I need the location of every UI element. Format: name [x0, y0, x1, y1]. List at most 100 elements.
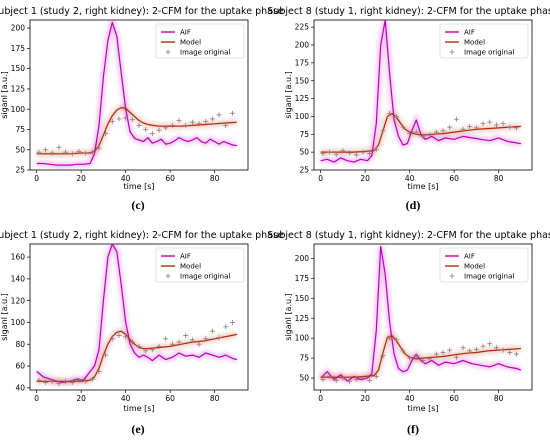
data-point — [129, 117, 135, 123]
y-axis-label: siganl [a.u.] — [284, 293, 293, 341]
series-line-aif — [320, 20, 521, 163]
legend-label: Model — [464, 263, 485, 271]
y-tick-label: 25 — [15, 166, 25, 175]
data-point — [387, 111, 393, 117]
data-point — [169, 341, 175, 347]
legend-item: Image original — [165, 49, 230, 57]
y-tick-label: 150 — [295, 294, 310, 303]
data-point — [96, 368, 102, 374]
data-point — [203, 336, 209, 342]
plot-frame — [29, 19, 249, 171]
legend-label: Model — [180, 39, 201, 47]
series-line-model — [36, 106, 237, 155]
data-point — [400, 348, 406, 354]
data-point — [413, 353, 419, 359]
data-point — [400, 124, 406, 130]
data-layer — [320, 20, 522, 165]
data-point — [149, 347, 155, 353]
y-tick-label: 125 — [11, 85, 26, 94]
data-point — [447, 347, 453, 353]
data-point — [380, 128, 386, 134]
chart-panel-f: Subject 8 (study 1, right kidney): 2-CFM… — [267, 230, 550, 436]
data-point — [467, 348, 473, 354]
data-point — [440, 128, 446, 134]
x-tick-label: 20 — [76, 394, 86, 403]
y-tick-label: 100 — [295, 112, 310, 121]
data-point — [103, 352, 109, 358]
legend-item: Image original — [165, 273, 230, 281]
x-tick-label: 0 — [318, 394, 323, 403]
y-tick-label: 200 — [295, 254, 310, 263]
data-point — [116, 333, 122, 339]
data-point — [453, 354, 459, 360]
data-point — [183, 122, 189, 128]
y-axis-label: siganl [a.u.] — [284, 71, 293, 119]
data-point — [487, 341, 493, 347]
data-point — [367, 377, 373, 383]
data-point — [500, 347, 506, 353]
data-point — [176, 118, 182, 124]
data-point — [49, 150, 55, 156]
data-point — [163, 125, 169, 131]
data-point — [216, 335, 222, 341]
data-point — [473, 346, 479, 352]
data-point — [143, 126, 149, 132]
chart-title: Subject 8 (study 1, right kidney): 2-CFM… — [267, 230, 550, 241]
y-tick-label: 50 — [299, 148, 309, 157]
y-tick-label: 125 — [295, 94, 310, 103]
data-point — [36, 149, 42, 155]
series-line-aif — [36, 21, 238, 166]
legend: AIF Model Image original — [439, 23, 529, 59]
data-point — [123, 334, 129, 340]
data-point — [333, 377, 339, 383]
x-tick-label: 40 — [121, 394, 131, 403]
legend-label: Image original — [180, 49, 230, 57]
data-point — [176, 339, 182, 345]
y-tick-label: 175 — [295, 274, 310, 283]
data-point — [340, 375, 346, 381]
data-point — [467, 123, 473, 129]
data-point — [460, 126, 466, 132]
data-point — [487, 119, 493, 125]
data-point — [83, 150, 89, 156]
data-point — [203, 118, 209, 124]
y-tick-label: 60 — [15, 362, 25, 371]
legend-label: Model — [180, 263, 201, 271]
series-glow — [320, 110, 522, 155]
data-point — [320, 377, 326, 383]
data-point — [513, 351, 519, 357]
y-tick-label: 175 — [11, 44, 26, 53]
data-point — [229, 319, 235, 325]
chart-panel-e: Subject 1 (study 2, right kidney): 2-CFM… — [0, 230, 284, 436]
x-tick-label: 80 — [210, 394, 220, 403]
legend-label: Image original — [464, 49, 514, 57]
x-tick-label: 0 — [34, 394, 39, 403]
x-tick-label: 60 — [165, 394, 175, 403]
legend-label: Model — [464, 39, 485, 47]
chart-title: Subject 8 (study 1, right kidney): 2-CFM… — [267, 6, 550, 17]
legend-label: Image original — [180, 273, 230, 281]
data-point — [109, 118, 115, 124]
data-layer — [318, 245, 522, 385]
data-point — [109, 336, 115, 342]
data-point — [507, 124, 513, 130]
y-tick-label: 25 — [299, 166, 309, 175]
data-point — [427, 132, 433, 138]
data-point — [156, 343, 162, 349]
chart-title: Subject 1 (study 2, right kidney): 2-CFM… — [0, 230, 284, 241]
legend-item: AIF — [161, 29, 191, 37]
data-point — [189, 119, 195, 125]
legend-label: AIF — [464, 253, 475, 261]
y-tick-label: 150 — [295, 76, 310, 85]
data-point — [407, 355, 413, 361]
data-point — [196, 341, 202, 347]
x-tick-label: 80 — [494, 394, 504, 403]
x-tick-label: 20 — [76, 174, 86, 183]
x-tick-label: 80 — [494, 174, 504, 183]
x-tick-label: 20 — [360, 394, 370, 403]
y-axis-label: siganl [a.u.] — [0, 71, 9, 119]
data-point — [427, 356, 433, 362]
data-point — [353, 377, 359, 383]
x-tick-label: 80 — [210, 174, 220, 183]
